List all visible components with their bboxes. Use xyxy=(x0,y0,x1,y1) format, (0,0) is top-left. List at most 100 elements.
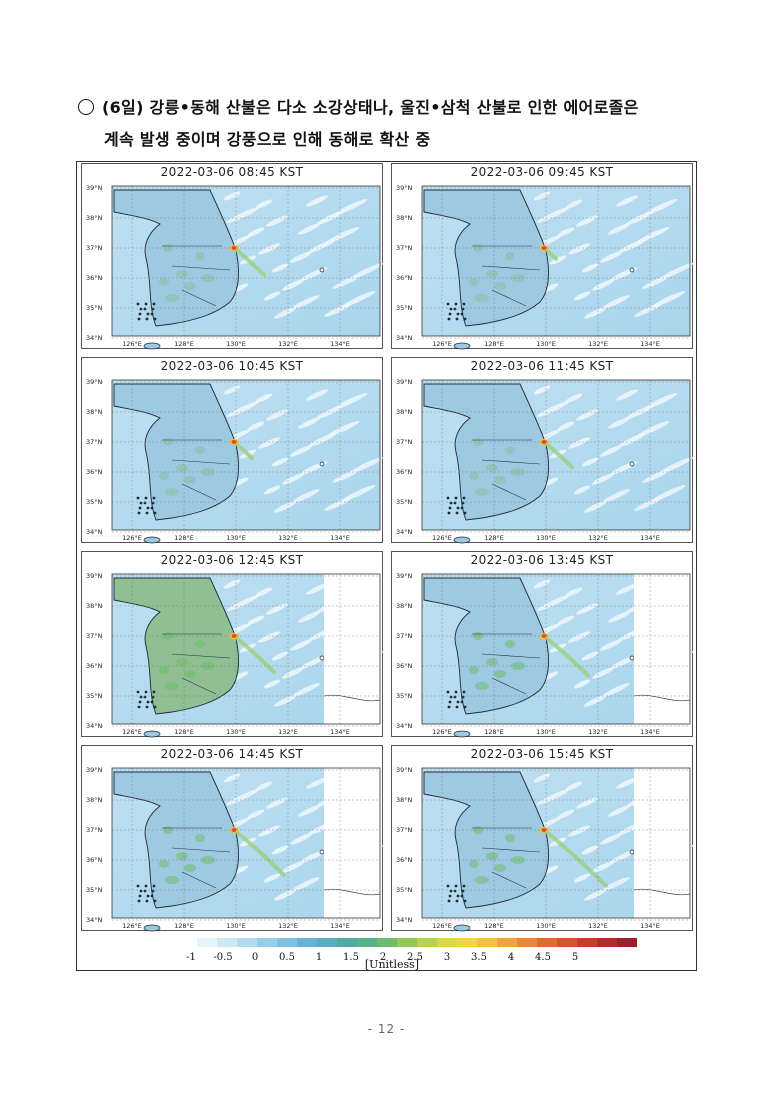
lon-tick-label: 134°E xyxy=(330,922,350,930)
lon-tick-label: 134°E xyxy=(640,922,660,930)
colorbar-tick-label: 2.5 xyxy=(407,952,423,963)
map-panel: 2022-03-06 10:45 KST 39°N 38°N 37°N 36°N 35°N… xyxy=(81,357,384,544)
colorbar-swatch xyxy=(237,938,257,947)
colorbar-swatch xyxy=(297,938,317,947)
colorbar-swatch xyxy=(577,938,597,947)
lon-tick-label: 126°E xyxy=(122,340,142,348)
lat-tick-label: 34°N xyxy=(396,722,413,730)
aerosol-index-map: 39°N 38°N 37°N 36°N 35°N 34°N 126°E 128°E 130°E 1… xyxy=(86,184,384,350)
lat-tick-label: 36°N xyxy=(396,274,413,282)
lat-tick-label: 38°N xyxy=(86,602,103,610)
aerosol-map-figure: 2022-03-06 08:45 KST 39°N 38°N 37°N 36°N 35°N… xyxy=(76,161,697,971)
lat-tick-label: 36°N xyxy=(86,856,103,864)
lat-tick-label: 39°N xyxy=(86,766,103,774)
lon-tick-label: 128°E xyxy=(484,534,504,542)
lat-tick-label: 39°N xyxy=(396,184,413,192)
lat-tick-label: 34°N xyxy=(86,916,103,924)
colorbar-swatch xyxy=(197,938,217,947)
colorbar-tick-label: 4.5 xyxy=(535,952,551,963)
colorbar-swatch xyxy=(417,938,437,947)
colorbar-swatch xyxy=(557,938,577,947)
panel-timestamp: 2022-03-06 13:45 KST xyxy=(470,553,614,567)
lon-tick-label: 132°E xyxy=(278,340,298,348)
colorbar-swatch xyxy=(477,938,497,947)
lat-tick-label: 34°N xyxy=(86,722,103,730)
colorbar-swatch xyxy=(357,938,377,947)
lon-tick-label: 128°E xyxy=(174,728,194,736)
colorbar xyxy=(177,938,637,947)
colorbar-swatch xyxy=(177,938,197,947)
colorbar-swatch xyxy=(617,938,637,947)
map-panel: 2022-03-06 14:45 KST 39°N 38°N 37°N 36°N 35°N… xyxy=(81,745,384,932)
map-panel: 2022-03-06 08:45 KST 39°N 38°N 37°N 36°N 35°N… xyxy=(81,163,384,350)
lat-tick-label: 39°N xyxy=(86,572,103,580)
lon-tick-label: 128°E xyxy=(174,922,194,930)
lat-tick-label: 39°N xyxy=(86,378,103,386)
colorbar-swatch xyxy=(257,938,277,947)
lon-tick-label: 134°E xyxy=(640,728,660,736)
lat-tick-label: 38°N xyxy=(86,214,103,222)
colorbar-tick-label: 1.5 xyxy=(343,952,359,963)
map-panel: 2022-03-06 13:45 KST 39°N 38°N 37°N 36°N 35°N… xyxy=(391,551,694,738)
lat-tick-label: 38°N xyxy=(86,408,103,416)
lat-tick-label: 35°N xyxy=(396,498,413,506)
lat-tick-label: 35°N xyxy=(86,498,103,506)
colorbar-unit-label: [Unitless] xyxy=(364,958,420,971)
colorbar-swatch xyxy=(277,938,297,947)
map-panel: 2022-03-06 09:45 KST 39°N 38°N 37°N 36°N 35°N… xyxy=(391,163,694,350)
lon-tick-label: 130°E xyxy=(226,534,246,542)
lat-tick-label: 38°N xyxy=(396,796,413,804)
lat-tick-label: 39°N xyxy=(396,378,413,386)
lat-tick-label: 39°N xyxy=(86,184,103,192)
lat-tick-label: 34°N xyxy=(396,334,413,342)
colorbar-tick-label: 1 xyxy=(315,952,323,963)
lat-tick-label: 35°N xyxy=(86,692,103,700)
colorbar-ticks: -1 -0.5 0 0.5 1 1.5 2 2.5 3 3.5 4 4.5 5 xyxy=(177,952,597,964)
colorbar-tick-label: 2 xyxy=(379,952,387,963)
lat-tick-label: 36°N xyxy=(86,468,103,476)
colorbar-swatch xyxy=(397,938,417,947)
lat-tick-label: 37°N xyxy=(86,826,103,834)
colorbar-tick-label: -1 xyxy=(186,952,196,963)
lat-tick-label: 36°N xyxy=(86,274,103,282)
lat-tick-label: 34°N xyxy=(86,334,103,342)
lon-tick-label: 130°E xyxy=(536,534,556,542)
lon-tick-label: 132°E xyxy=(278,534,298,542)
colorbar-swatch xyxy=(377,938,397,947)
aerosol-index-map: 39°N 38°N 37°N 36°N 35°N 34°N 126°E 128°E 130°E 1… xyxy=(86,378,384,544)
map-panel: 2022-03-06 15:45 KST 39°N 38°N 37°N 36°N 35°N… xyxy=(391,745,694,932)
colorbar-tick-label: 4 xyxy=(507,952,515,963)
lon-tick-label: 134°E xyxy=(640,340,660,348)
circle-bullet-icon xyxy=(78,99,94,115)
lon-tick-label: 130°E xyxy=(536,922,556,930)
section-heading: (6일) 강릉•동해 산불은 다소 소강상태나, 울진•삼척 산불로 인한 에어… xyxy=(78,92,718,156)
lat-tick-label: 34°N xyxy=(86,528,103,536)
colorbar-swatch xyxy=(597,938,617,947)
lat-tick-label: 38°N xyxy=(86,796,103,804)
lat-tick-label: 36°N xyxy=(396,856,413,864)
lon-tick-label: 128°E xyxy=(174,534,194,542)
colorbar-swatch xyxy=(317,938,337,947)
panel-timestamp: 2022-03-06 14:45 KST xyxy=(160,747,304,761)
panel-timestamp: 2022-03-06 10:45 KST xyxy=(160,359,304,373)
lat-tick-label: 37°N xyxy=(396,244,413,252)
lat-tick-label: 34°N xyxy=(396,528,413,536)
lon-tick-label: 132°E xyxy=(588,922,608,930)
lon-tick-label: 130°E xyxy=(226,922,246,930)
colorbar-legend: -1 -0.5 0 0.5 1 1.5 2 2.5 3 3.5 4 4.5 5 [Unitless] xyxy=(177,938,637,972)
lon-tick-label: 130°E xyxy=(536,728,556,736)
lat-tick-label: 37°N xyxy=(86,632,103,640)
map-panel: 2022-03-06 11:45 KST 39°N 38°N 37°N 36°N 35°N… xyxy=(391,357,694,544)
lat-tick-label: 35°N xyxy=(396,886,413,894)
lon-tick-label: 128°E xyxy=(174,340,194,348)
aerosol-index-map: 39°N 38°N 37°N 36°N 35°N 34°N 126°E 128°E 130°E 1… xyxy=(396,184,694,350)
colorbar-swatch xyxy=(457,938,477,947)
lat-tick-label: 35°N xyxy=(396,304,413,312)
lon-tick-label: 132°E xyxy=(278,922,298,930)
panel-timestamp: 2022-03-06 09:45 KST xyxy=(470,165,614,179)
lon-tick-label: 128°E xyxy=(484,340,504,348)
lon-tick-label: 130°E xyxy=(226,340,246,348)
colorbar-tick-label: 0.5 xyxy=(279,952,295,963)
aerosol-index-map: 39°N 38°N 37°N 36°N 35°N 34°N 126°E 128°E 130°E 1… xyxy=(396,766,694,932)
colorbar-swatch xyxy=(517,938,537,947)
